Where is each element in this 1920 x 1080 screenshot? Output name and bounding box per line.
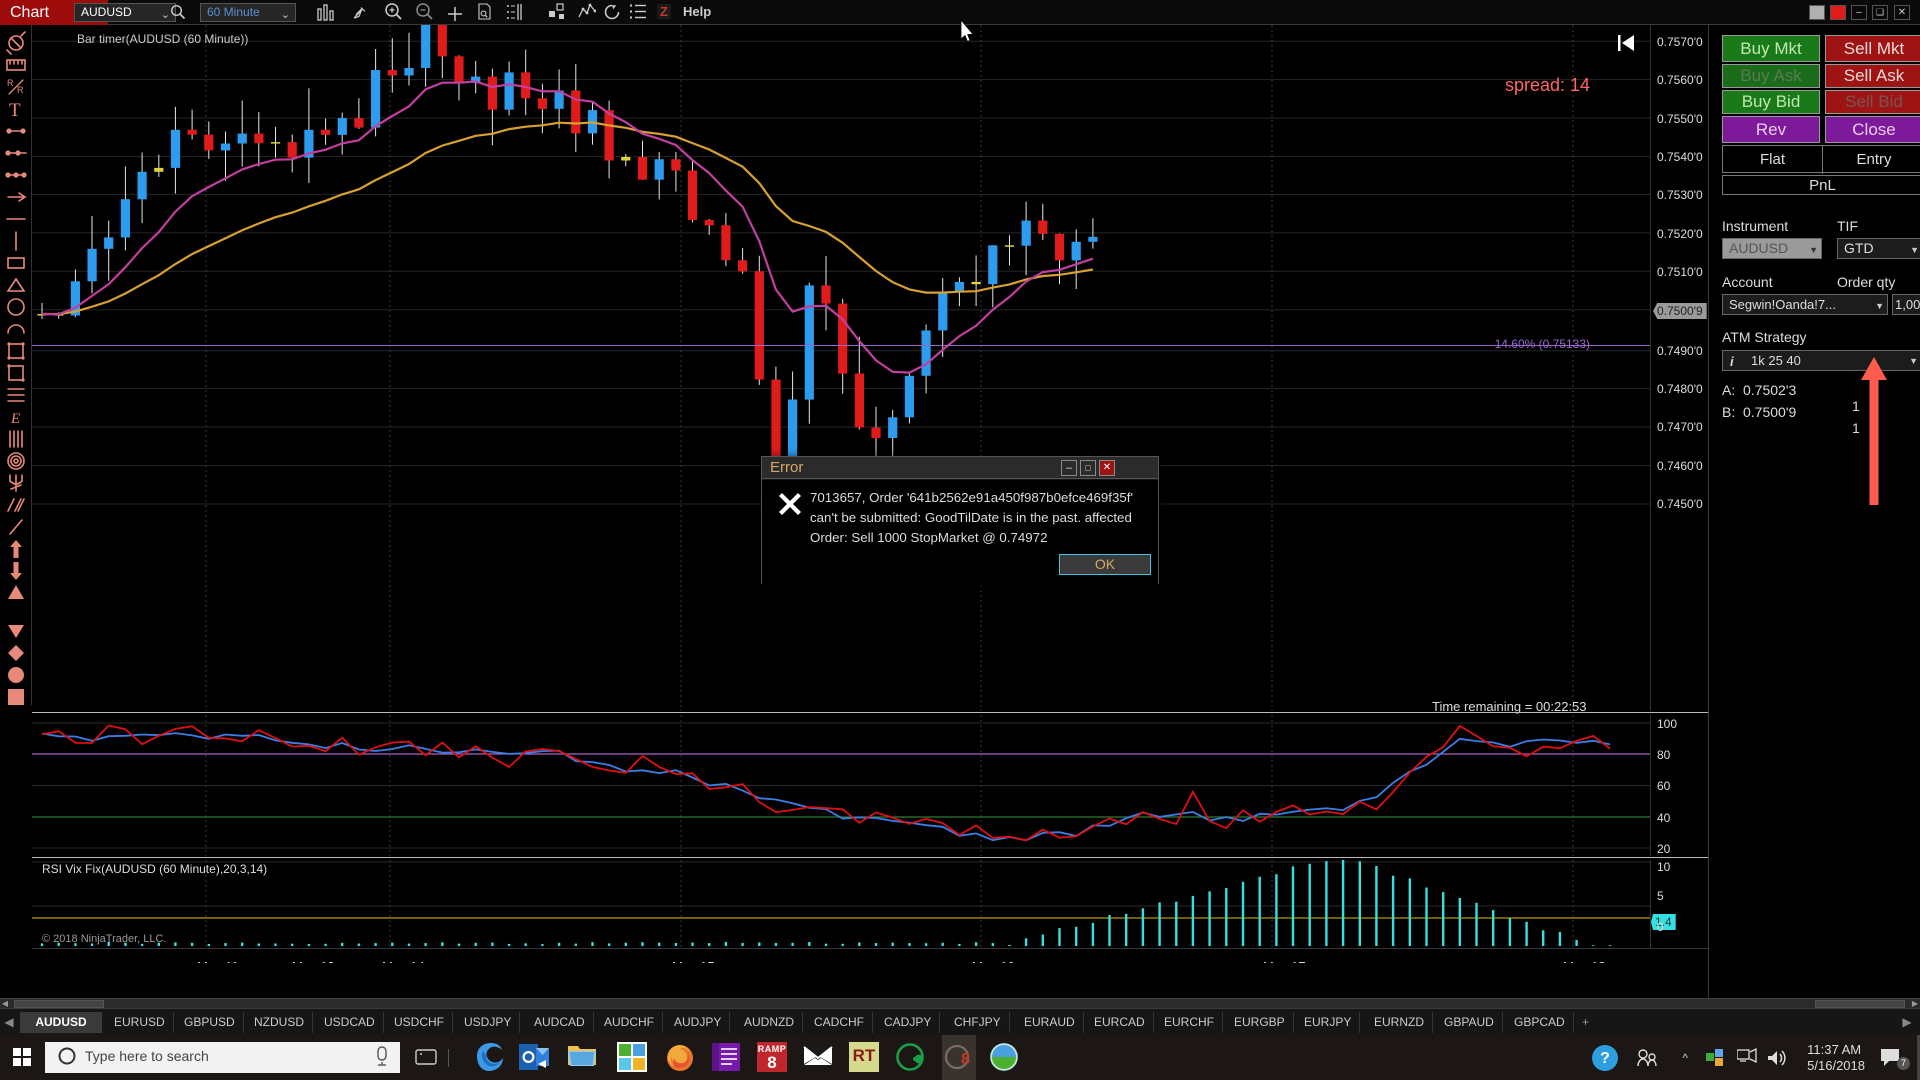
- svg-text:?: ?: [1600, 1050, 1610, 1067]
- svg-text:8: 8: [961, 1051, 970, 1068]
- svg-text:R: R: [7, 78, 14, 88]
- svg-text:E: E: [10, 411, 20, 427]
- svg-text:R: R: [17, 85, 24, 95]
- svg-text:T: T: [9, 100, 21, 121]
